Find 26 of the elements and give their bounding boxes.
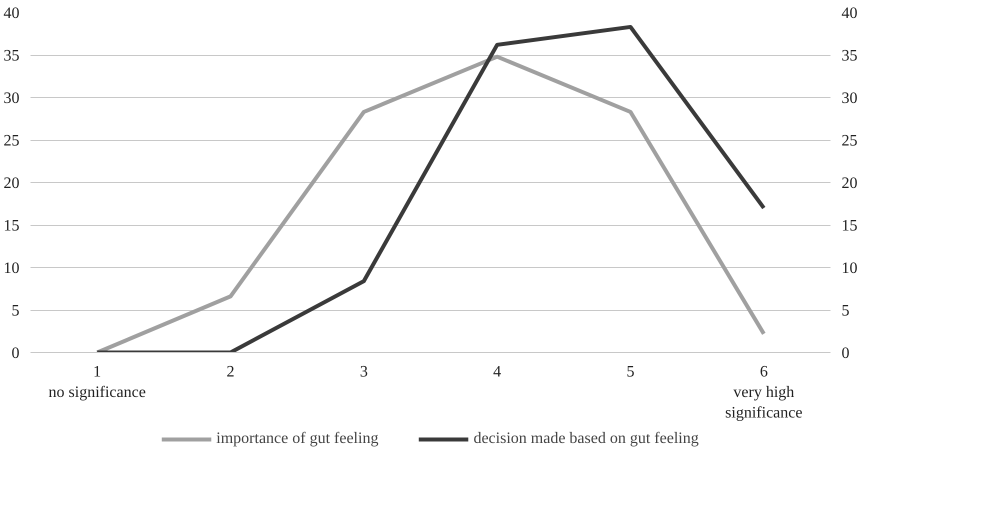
legend-label: decision made based on gut feeling	[473, 430, 699, 448]
y2-tick-label: 0	[842, 345, 850, 362]
y2-tick-label: 5	[842, 302, 850, 320]
y-tick-label: 15	[4, 218, 20, 234]
y2-tick-label: 15	[842, 218, 858, 234]
y2-tick-label: 30	[842, 90, 858, 107]
y2-tick-label: 10	[842, 260, 858, 277]
y-tick-label: 10	[4, 260, 20, 277]
y-tick-label: 20	[4, 175, 20, 192]
y2-tick-label: 25	[842, 132, 858, 150]
y-tick-label: 30	[4, 90, 20, 107]
y-tick-label: 5	[12, 302, 20, 320]
x-tick-label: 1 no significance	[48, 364, 146, 401]
y-tick-label: 35	[4, 48, 20, 64]
y2-tick-label: 20	[842, 175, 858, 192]
x-tick-label: 5	[626, 364, 634, 380]
x-tick-label: 6 very high significance	[725, 364, 802, 422]
y-tick-label: 25	[4, 132, 20, 150]
x-tick-label: 2	[226, 364, 234, 380]
x-tick-label: 4	[493, 364, 502, 380]
y-tick-label: 40	[4, 5, 20, 22]
x-tick-label: 3	[360, 364, 368, 380]
y2-tick-label: 35	[842, 48, 858, 64]
y-tick-label: 0	[12, 345, 20, 362]
y2-tick-label: 40	[842, 5, 858, 22]
legend-label: importance of gut feeling	[216, 430, 378, 448]
